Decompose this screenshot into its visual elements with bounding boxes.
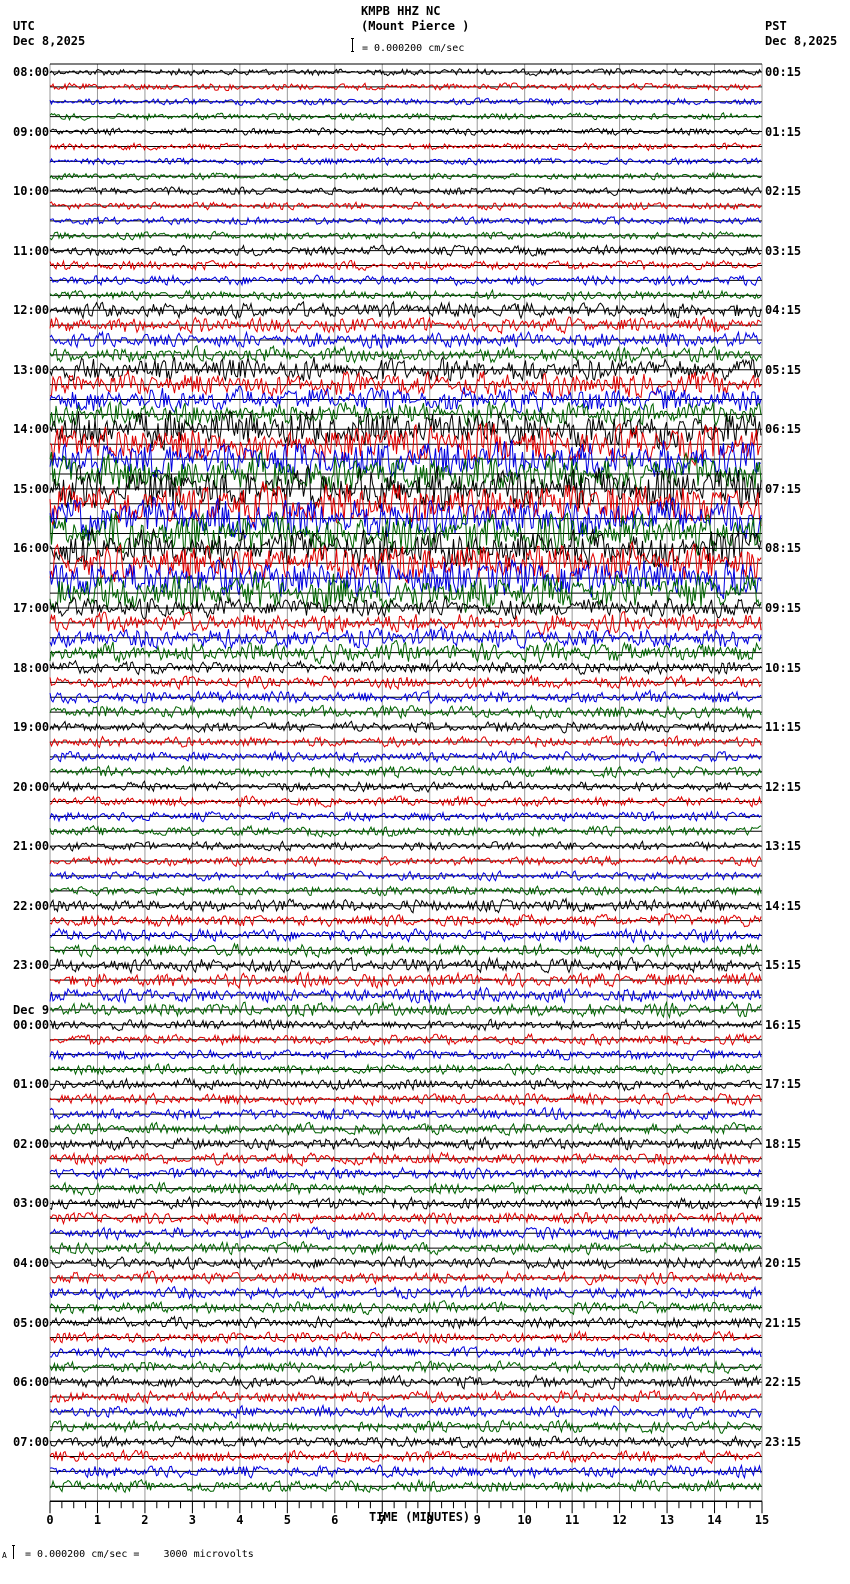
pst-hour-label: 10:15	[765, 660, 802, 675]
utc-hour-label: 02:00	[13, 1136, 50, 1151]
right-date: Dec 8,2025	[765, 34, 838, 48]
left-timezone: UTC	[13, 19, 35, 33]
scale-note: = 0.000200 cm/sec = 3000 microvolts	[25, 1549, 254, 1560]
utc-hour-label: 11:00	[13, 243, 50, 258]
pst-hour-label: 20:15	[765, 1256, 802, 1270]
utc-hour-label: 09:00	[13, 124, 50, 139]
utc-hour-label: 01:00	[13, 1077, 50, 1092]
x-tick-label: 1	[93, 1513, 102, 1528]
scale-note-bar-icon	[12, 1545, 15, 1559]
utc-hour-label: 08:00	[13, 65, 50, 79]
pst-hour-label: 19:15	[765, 1196, 802, 1211]
pst-hour-label: 08:15	[765, 541, 802, 556]
pst-hour-label: 12:15	[765, 779, 802, 794]
x-tick-label: 9	[473, 1513, 481, 1528]
station-location: (Mount Pierce )	[361, 19, 470, 33]
x-tick-label: 12	[612, 1513, 627, 1528]
pst-hour-label: 21:15	[765, 1315, 802, 1330]
pst-hour-label: 18:15	[765, 1136, 802, 1151]
utc-hour-label: 21:00	[13, 839, 50, 854]
pst-hour-label: 16:15	[765, 1017, 802, 1032]
x-tick-label: 8	[426, 1513, 434, 1528]
utc-hour-label: 10:00	[13, 184, 50, 199]
pst-hour-label: 11:15	[765, 720, 802, 735]
pst-hour-label: 01:15	[765, 124, 802, 139]
x-tick-label: 11	[564, 1513, 580, 1528]
x-tick-label: 15	[754, 1513, 770, 1528]
scale-note-prefix: A	[2, 1551, 7, 1560]
utc-hour-label: 05:00	[13, 1315, 50, 1330]
x-tick-label: 14	[707, 1513, 722, 1528]
pst-hour-label: 00:15	[765, 65, 802, 79]
utc-hour-label: 23:00	[13, 958, 50, 973]
utc-hour-label: 14:00	[13, 422, 50, 437]
pst-hour-label: 07:15	[765, 481, 802, 496]
x-tick-label: 3	[188, 1513, 197, 1528]
utc-hour-label: 16:00	[13, 541, 50, 556]
pst-hour-label: 14:15	[765, 898, 802, 913]
scale-text: = 0.000200 cm/sec	[362, 43, 465, 54]
utc-hour-label: 07:00	[13, 1434, 50, 1449]
station-title: KMPB HHZ NC	[361, 4, 441, 18]
pst-hour-label: 03:15	[765, 243, 802, 258]
x-tick-label: 5	[283, 1513, 291, 1528]
utc-hour-label: 13:00	[13, 362, 50, 377]
pst-hour-label: 05:15	[765, 362, 802, 377]
utc-hour-label: 04:00	[13, 1256, 50, 1270]
utc-hour-label: 06:00	[13, 1375, 50, 1390]
x-tick-label: 2	[141, 1513, 149, 1528]
utc-hour-label: 17:00	[13, 600, 50, 615]
pst-hour-label: 13:15	[765, 839, 802, 854]
utc-hour-label: 18:00	[13, 660, 50, 675]
utc-hour-label: 15:00	[13, 481, 50, 496]
utc-hour-label: 19:00	[13, 720, 50, 735]
pst-hour-label: 17:15	[765, 1077, 802, 1092]
x-tick-label: 6	[331, 1513, 339, 1528]
x-tick-label: 0	[46, 1513, 54, 1528]
x-tick-label: 10	[517, 1513, 532, 1528]
pst-hour-label: 02:15	[765, 184, 802, 199]
pst-hour-label: 09:15	[765, 600, 802, 615]
pst-hour-label: 23:15	[765, 1434, 802, 1449]
x-axis-label: TIME (MINUTES)	[369, 1510, 471, 1524]
pst-hour-label: 15:15	[765, 958, 802, 973]
date-change-label: Dec 9	[13, 1002, 50, 1017]
pst-hour-label: 06:15	[765, 422, 802, 437]
x-tick-label: 13	[659, 1513, 675, 1528]
utc-hour-label: 12:00	[13, 303, 50, 318]
pst-hour-label: 22:15	[765, 1375, 802, 1390]
utc-hour-label: 03:00	[13, 1196, 50, 1211]
utc-hour-label: 00:00	[13, 1017, 50, 1032]
left-date: Dec 8,2025	[13, 34, 86, 48]
right-timezone: PST	[765, 19, 787, 33]
x-tick-label: 4	[236, 1513, 244, 1528]
pst-hour-label: 04:15	[765, 303, 802, 318]
utc-hour-label: 20:00	[13, 779, 50, 794]
scale-bar-icon	[351, 38, 354, 52]
utc-hour-label: 22:00	[13, 898, 50, 913]
x-tick-label: 7	[378, 1513, 386, 1528]
